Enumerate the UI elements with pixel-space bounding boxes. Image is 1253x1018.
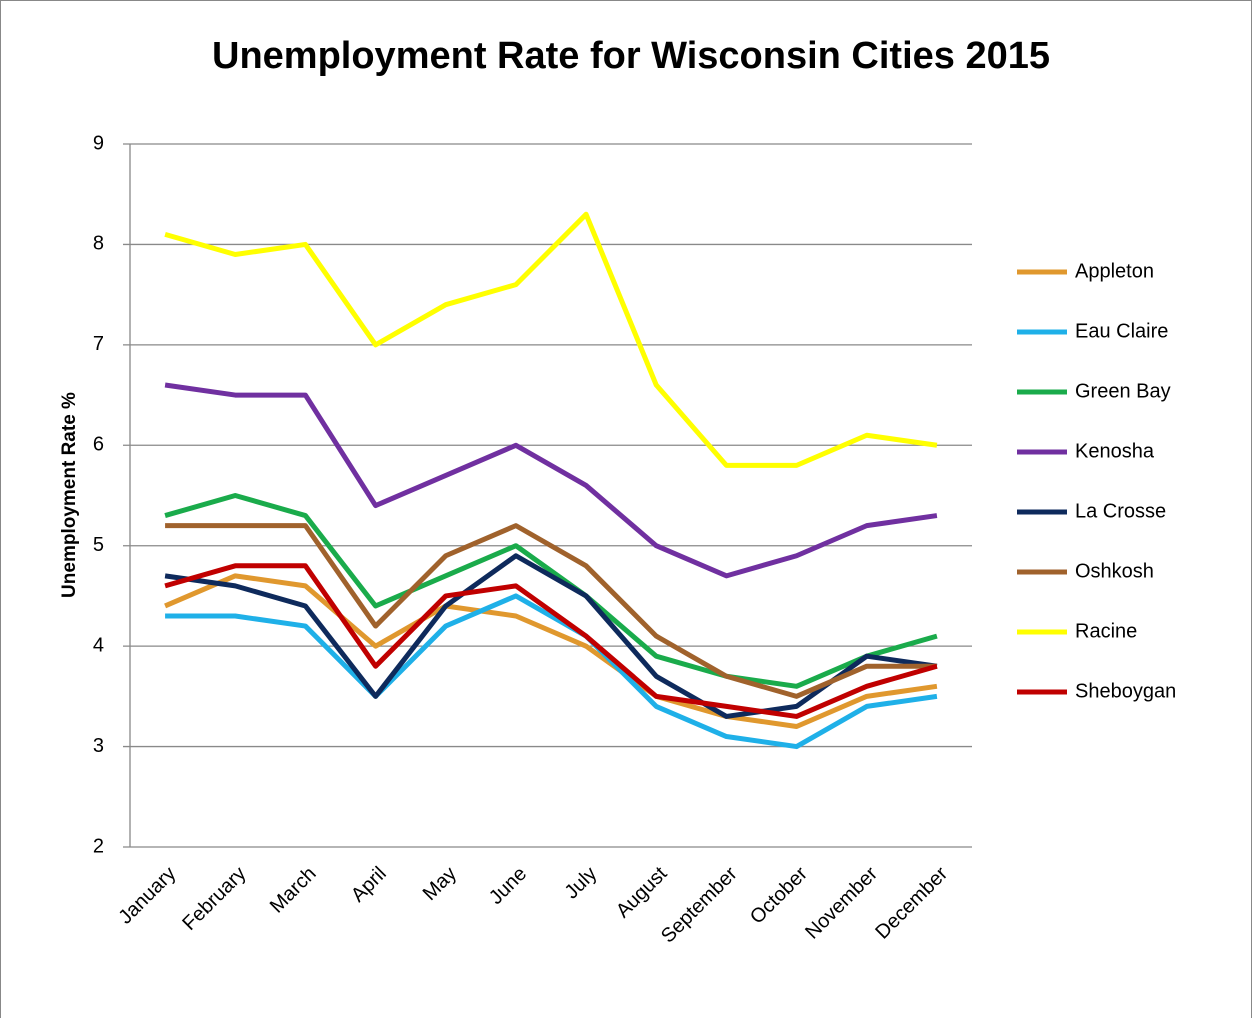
y-tick-label: 4 (93, 634, 104, 656)
legend-label: Kenosha (1075, 440, 1155, 462)
y-tick-label: 6 (93, 434, 104, 456)
legend-label: Appleton (1075, 260, 1154, 282)
series-line (164, 493, 938, 689)
legend-label: Green Bay (1075, 380, 1171, 402)
chart-title: Unemployment Rate for Wisconsin Cities 2… (212, 35, 1050, 77)
y-tick-label: 9 (93, 132, 104, 154)
series-line (164, 553, 938, 719)
legend-label: Oshkosh (1075, 560, 1154, 582)
y-tick-label: 8 (93, 233, 104, 255)
legend-label: Sheboygan (1075, 680, 1176, 702)
y-tick-label: 7 (93, 333, 104, 355)
legend-label: Eau Claire (1075, 320, 1168, 342)
y-tick-label: 3 (93, 735, 104, 757)
y-tick-label: 5 (93, 534, 104, 556)
series-line (164, 211, 938, 468)
legend-label: La Crosse (1075, 500, 1166, 522)
series-line (165, 593, 938, 750)
series-line (164, 573, 938, 729)
y-tick-label: 2 (93, 835, 104, 857)
series-line (164, 563, 938, 719)
legend-label: Racine (1075, 620, 1137, 642)
y-axis-label: Unemployment Rate % (59, 392, 80, 598)
series-line (165, 523, 937, 699)
series-line (164, 382, 938, 579)
